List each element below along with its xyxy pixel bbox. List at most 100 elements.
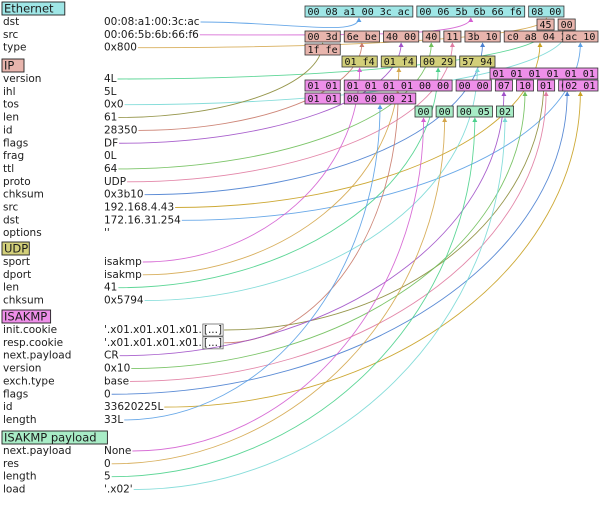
hex-byte-text: 01 01 01 01 00 00 xyxy=(347,81,449,92)
hex-byte-box xyxy=(304,5,414,18)
field-value: 0L xyxy=(104,150,117,162)
field-value: 0 xyxy=(104,388,111,400)
field-value: 33L xyxy=(104,414,123,426)
wire-arrowhead xyxy=(468,17,474,22)
field-name: res xyxy=(3,458,19,470)
hex-byte-text: 01 01 01 01 01 01 xyxy=(493,69,595,80)
field-name: tos xyxy=(3,99,19,111)
hex-byte-text: 08 00 xyxy=(531,7,561,18)
field-name: flags xyxy=(3,388,28,400)
field-name: version xyxy=(3,363,41,375)
hex-byte-text: 00 00 xyxy=(459,81,489,92)
wire-arrowhead xyxy=(522,91,528,96)
field-link-wire xyxy=(111,91,568,395)
hex-byte-box xyxy=(304,79,341,92)
hex-byte-box xyxy=(516,79,534,92)
field-value: 33620225L xyxy=(104,401,163,413)
hex-byte-text: 01 xyxy=(540,81,552,92)
field-name: flags xyxy=(3,137,28,149)
hex-bytes-isakmp-payload: 00 xyxy=(414,105,433,118)
field-value: None xyxy=(104,445,131,457)
field-value: '.x01.x01.x01.x01. xyxy=(104,337,202,349)
field-value: '.x01.x01.x01.x01. xyxy=(104,324,202,336)
wire-arrowhead xyxy=(396,67,402,72)
field-link-wire xyxy=(132,117,424,452)
hex-byte-text: 40 xyxy=(425,32,437,43)
hex-byte-text: 02 01 xyxy=(565,81,595,92)
hex-byte-box xyxy=(528,5,565,18)
wire-arrowhead xyxy=(564,91,570,96)
truncation-marker: [...] xyxy=(204,337,222,349)
hex-byte-text: 3b 10 xyxy=(467,32,497,43)
hex-bytes-isakmp: 00 00 xyxy=(455,79,492,92)
field-name: init.cookie xyxy=(3,324,57,336)
wire-arrowhead xyxy=(543,91,549,96)
field-name: exch.type xyxy=(3,375,55,387)
field-link-wire xyxy=(200,17,360,29)
hex-byte-text: 01 01 xyxy=(308,81,338,92)
hex-byte-text: 00 00 00 21 xyxy=(347,94,413,105)
layer-header-box xyxy=(1,58,25,73)
hex-byte-box xyxy=(537,79,556,92)
field-name: dst xyxy=(3,214,19,226)
hex-bytes-ethernet: 00 06 5b 6b 66 f6 xyxy=(416,5,526,18)
field-link-wire xyxy=(118,42,324,118)
field-value: 4L xyxy=(104,73,117,85)
wire-arrowhead xyxy=(435,67,441,72)
wire-arrowhead xyxy=(474,67,480,72)
field-link-wire xyxy=(111,117,446,465)
hex-byte-text: 00 xyxy=(561,20,573,31)
wire-arrowhead xyxy=(480,42,486,47)
truncation-marker: [...] xyxy=(204,324,222,336)
hex-bytes-ip: 11 xyxy=(443,30,462,43)
hex-byte-box xyxy=(380,55,417,68)
field-name: chksum xyxy=(3,189,44,201)
layer-header-box xyxy=(1,1,66,16)
field-value: 41 xyxy=(104,282,117,294)
hex-byte-text: 45 xyxy=(540,20,552,31)
hex-byte-text: 01 f4 xyxy=(384,57,414,68)
hex-bytes-isakmp: 07 xyxy=(494,79,513,92)
field-link-wire xyxy=(224,79,545,331)
hex-byte-box xyxy=(456,105,493,118)
hex-bytes-isakmp: 10 xyxy=(516,79,534,92)
hex-byte-box xyxy=(414,105,433,118)
layer-header-label: ISAKMP xyxy=(4,310,47,324)
hex-byte-text: 00 05 xyxy=(460,107,490,118)
field-name: length xyxy=(3,414,36,426)
hex-bytes-isakmp: 01 01 01 01 00 00 xyxy=(343,79,453,92)
field-link-wire xyxy=(142,67,361,263)
hex-byte-box xyxy=(455,79,492,92)
layer-header-label: ISAKMP payload xyxy=(4,431,97,445)
field-name: resp.cookie xyxy=(3,337,63,349)
field-value: UDP xyxy=(104,176,126,188)
hex-bytes-ip: 6e be xyxy=(343,30,380,43)
hex-byte-box xyxy=(383,30,420,43)
hex-byte-text: ac 10 xyxy=(565,32,595,43)
field-value: '' xyxy=(104,227,110,239)
field-name: load xyxy=(3,484,25,496)
hex-bytes-ip: ac 10 xyxy=(562,30,599,43)
hex-byte-text: 6e be xyxy=(347,32,377,43)
hex-byte-text: 57 94 xyxy=(462,57,492,68)
hex-bytes-isakmp: 01 xyxy=(537,79,556,92)
hex-byte-box xyxy=(343,79,453,92)
wire-arrowhead xyxy=(442,117,448,122)
field-link-wire xyxy=(131,91,526,369)
wire-arrowhead xyxy=(577,42,583,47)
field-name: type xyxy=(3,42,26,54)
field-name: next.payload xyxy=(3,350,71,362)
hex-bytes-isakmp: 01 01 xyxy=(304,79,341,92)
layer-header-label: Ethernet xyxy=(4,2,54,16)
field-value: 28350 xyxy=(104,124,137,136)
hex-bytes-ip: 40 xyxy=(422,30,441,43)
layer-header-box xyxy=(1,309,52,324)
field-name: next.payload xyxy=(3,445,71,457)
field-name: sport xyxy=(3,256,30,268)
field-name: len xyxy=(3,112,19,124)
wire-arrowhead xyxy=(356,17,362,22)
hex-byte-box xyxy=(443,30,462,43)
